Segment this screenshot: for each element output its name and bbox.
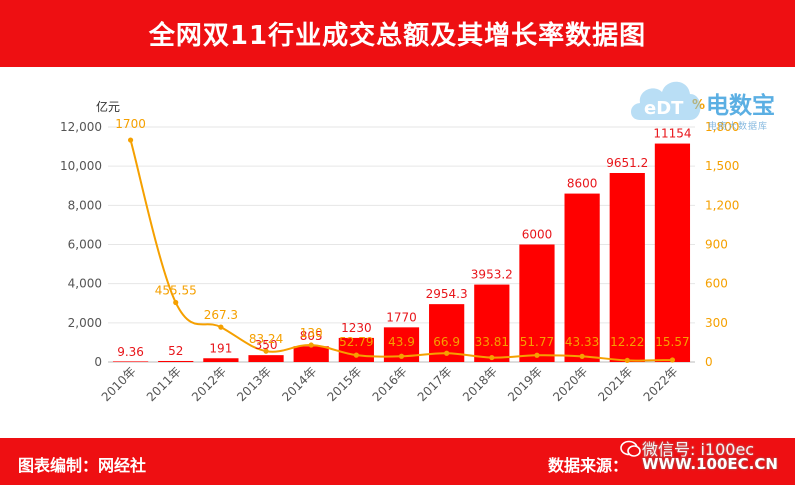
watermark-sub: 电商大数据库 bbox=[708, 122, 769, 132]
bar bbox=[654, 143, 691, 362]
bar bbox=[112, 361, 149, 362]
line-value-label: 83.24 bbox=[249, 332, 283, 346]
left-axis: 0 2,000 4,000 6,000 8,000 10,000 12,000 bbox=[60, 120, 102, 369]
line-value-label: 455.55 bbox=[155, 284, 197, 298]
bar-value-label: 805 bbox=[300, 329, 323, 343]
line-point bbox=[489, 354, 495, 361]
line-point bbox=[173, 299, 179, 306]
right-tick-label: 1,200 bbox=[705, 198, 739, 212]
chart-title: 全网双11行业成交总额及其增长率数据图 bbox=[148, 21, 647, 51]
bar bbox=[248, 355, 284, 362]
x-tick-label: 2021年 bbox=[595, 364, 635, 404]
right-tick-label: 1,500 bbox=[705, 159, 739, 173]
bar-value-label: 9651.2 bbox=[606, 156, 648, 170]
footer-data-source: 数据来源： bbox=[548, 456, 629, 475]
bar-value-label: 2954.3 bbox=[426, 287, 468, 301]
x-tick-label: 2010年 bbox=[99, 364, 139, 404]
bar bbox=[293, 346, 329, 362]
line-point bbox=[127, 137, 134, 143]
line-point bbox=[398, 353, 405, 359]
x-tick-label: 2020年 bbox=[550, 364, 590, 404]
line-point bbox=[624, 357, 630, 364]
x-tick-label: 2013年 bbox=[234, 364, 274, 404]
bar-value-label: 8600 bbox=[567, 177, 598, 191]
line-point bbox=[444, 350, 450, 356]
footer-bar: 图表编制：网经社 数据来源： bbox=[0, 438, 795, 485]
x-tick-label: 2017年 bbox=[415, 364, 455, 404]
bar-value-label: 191 bbox=[209, 341, 232, 355]
line-point bbox=[353, 352, 359, 358]
left-tick-label: 4,000 bbox=[68, 277, 102, 291]
bar-value-label: 11154 bbox=[653, 127, 691, 141]
bar bbox=[203, 358, 239, 362]
cloud-logo-icon: eDT bbox=[631, 81, 701, 120]
right-tick-label: 300 bbox=[705, 316, 728, 330]
bar bbox=[158, 360, 194, 362]
bar bbox=[519, 244, 555, 362]
svg-text:eDT: eDT bbox=[644, 98, 684, 119]
left-tick-label: 12,000 bbox=[60, 120, 102, 134]
bar-value-label: 1230 bbox=[341, 321, 372, 335]
left-tick-label: 6,000 bbox=[68, 238, 102, 252]
line-point bbox=[308, 342, 314, 348]
x-axis: 2010年 2011年 2012年 2013年 2014年 2015年 2016年 2017年… bbox=[99, 364, 681, 404]
right-tick-label: 0 bbox=[705, 355, 713, 369]
bar-value-label: 6000 bbox=[522, 228, 553, 242]
x-tick-label: 2019年 bbox=[505, 364, 545, 404]
bar bbox=[474, 284, 510, 362]
line-value-label: 1700 bbox=[115, 117, 146, 131]
line-point bbox=[534, 352, 540, 358]
wechat-icon bbox=[620, 440, 641, 457]
line-value-label: 52.79 bbox=[339, 335, 373, 349]
left-tick-label: 10,000 bbox=[60, 159, 102, 173]
bar bbox=[338, 337, 374, 362]
bar-series bbox=[112, 143, 691, 362]
left-axis-unit: 亿元 bbox=[96, 99, 120, 114]
bar-value-label: 1770 bbox=[386, 310, 417, 324]
footer-chart-editor: 图表编制：网经社 bbox=[18, 456, 147, 475]
line-value-label: 15.57 bbox=[655, 335, 689, 349]
watermark-url: WWW.100EC.CN bbox=[642, 455, 778, 473]
line-point bbox=[218, 324, 224, 330]
x-tick-label: 2016年 bbox=[370, 364, 410, 404]
line-value-label: 43.9 bbox=[388, 335, 415, 349]
bar-value-label: 52 bbox=[168, 344, 183, 358]
line-value-label: 12.22 bbox=[610, 335, 644, 349]
left-tick-label: 8,000 bbox=[68, 198, 102, 212]
right-tick-label: 900 bbox=[705, 238, 728, 252]
left-tick-label: 2,000 bbox=[68, 316, 102, 330]
bar bbox=[564, 193, 600, 362]
title-bar: 全网双11行业成交总额及其增长率数据图 bbox=[0, 0, 795, 67]
right-tick-label: 600 bbox=[705, 277, 728, 291]
chart: 0 2,000 4,000 6,000 8,000 10,000 12,000 0 300 60… bbox=[60, 98, 739, 404]
line-value-label: 43.33 bbox=[565, 335, 599, 349]
x-tick-label: 2012年 bbox=[189, 364, 229, 404]
bar bbox=[609, 172, 645, 362]
line-point bbox=[579, 353, 585, 359]
bar-value-label: 9.36 bbox=[117, 345, 144, 359]
line-value-label: 66.9 bbox=[433, 335, 460, 349]
right-axis: 0 300 600 900 1,200 1,500 1,800 bbox=[705, 120, 739, 369]
line-value-label: 267.3 bbox=[204, 308, 238, 322]
bar-value-label: 3953.2 bbox=[471, 268, 513, 282]
watermark-wechat-id: 微信号: i100ec bbox=[642, 440, 755, 459]
x-tick-label: 2014年 bbox=[279, 364, 319, 404]
growth-line-series bbox=[127, 137, 676, 364]
line-point bbox=[263, 348, 269, 354]
x-tick-label: 2015年 bbox=[324, 364, 364, 404]
bar-value-label: 350 bbox=[255, 338, 278, 352]
left-tick-label: 0 bbox=[94, 355, 102, 369]
x-tick-label: 2022年 bbox=[641, 364, 681, 404]
line-value-label: 51.77 bbox=[520, 335, 554, 349]
x-tick-label: 2011年 bbox=[144, 364, 184, 404]
right-tick-label: 1,800 bbox=[705, 120, 739, 134]
line-value-label: 130 bbox=[300, 326, 323, 340]
line-point bbox=[669, 357, 676, 363]
watermark-brand: 电数宝 bbox=[706, 93, 775, 119]
x-tick-label: 2018年 bbox=[460, 364, 500, 404]
line-value-label: 33.81 bbox=[475, 335, 509, 349]
